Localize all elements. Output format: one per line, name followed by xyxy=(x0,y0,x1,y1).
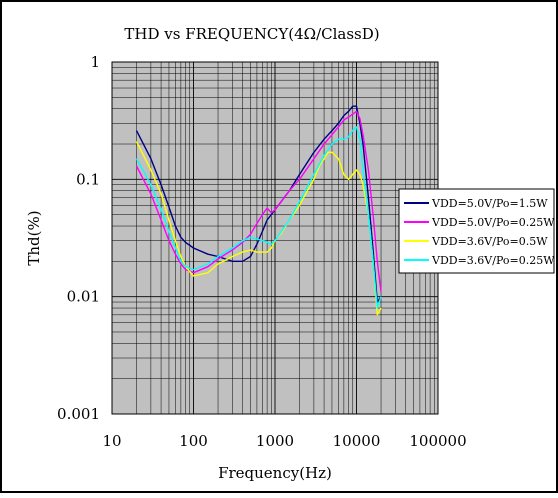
legend-label: VDD=3.6V/Po=0.25W xyxy=(431,254,555,267)
series-group xyxy=(135,105,382,316)
x-tick-label: 1000 xyxy=(256,432,294,450)
x-axis-label: Frequency(Hz) xyxy=(218,464,332,482)
y-tick-label: 0.1 xyxy=(76,170,100,188)
series-line-2 xyxy=(135,110,382,292)
x-tick-label: 100000 xyxy=(409,432,466,450)
y-tick-label: 0.001 xyxy=(57,405,100,423)
x-tick-label: 10 xyxy=(102,432,121,450)
y-tick-labels: 1 0.1 0.01 0.001 xyxy=(57,53,100,423)
series-line-4 xyxy=(135,126,382,309)
y-tick-label: 0.01 xyxy=(67,288,100,306)
y-axis-label: Thd(%) xyxy=(25,210,43,265)
legend-label: VDD=3.6V/Po=0.5W xyxy=(431,235,548,248)
legend-label: VDD=5.0V/Po=1.5W xyxy=(431,197,548,210)
legend: VDD=5.0V/Po=1.5W VDD=5.0V/Po=0.25W VDD=3.6… xyxy=(398,188,555,274)
chart-title: THD vs FREQUENCY(4Ω/ClassD) xyxy=(124,25,379,43)
x-tick-label: 10000 xyxy=(333,432,381,450)
legend-label: VDD=5.0V/Po=0.25W xyxy=(431,216,555,229)
x-tick-labels: 10 100 1000 10000 100000 xyxy=(102,432,466,450)
grid-lines xyxy=(111,62,438,415)
x-tick-label: 100 xyxy=(179,432,208,450)
y-tick-label: 1 xyxy=(90,53,100,71)
